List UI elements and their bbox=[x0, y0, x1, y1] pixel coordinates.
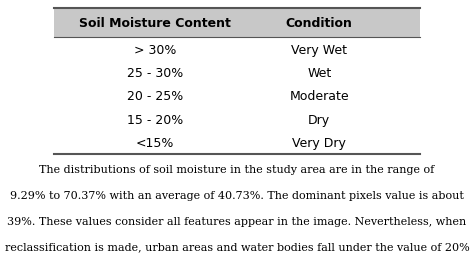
Bar bbox=[54, 9, 420, 38]
Text: 25 - 30%: 25 - 30% bbox=[127, 67, 183, 80]
Text: Very Wet: Very Wet bbox=[291, 43, 347, 56]
Text: Moderate: Moderate bbox=[290, 90, 349, 103]
Text: reclassification is made, urban areas and water bodies fall under the value of 2: reclassification is made, urban areas an… bbox=[5, 242, 469, 252]
Text: Condition: Condition bbox=[286, 17, 353, 30]
Text: Wet: Wet bbox=[307, 67, 331, 80]
Text: Very Dry: Very Dry bbox=[292, 136, 346, 149]
Text: The distributions of soil moisture in the study area are in the range of: The distributions of soil moisture in th… bbox=[39, 164, 435, 174]
Text: Dry: Dry bbox=[308, 113, 330, 126]
Text: 9.29% to 70.37% with an average of 40.73%. The dominant pixels value is about: 9.29% to 70.37% with an average of 40.73… bbox=[10, 190, 464, 200]
Text: 15 - 20%: 15 - 20% bbox=[127, 113, 183, 126]
Text: Soil Moisture Content: Soil Moisture Content bbox=[79, 17, 231, 30]
Text: <15%: <15% bbox=[136, 136, 174, 149]
Text: > 30%: > 30% bbox=[134, 43, 176, 56]
Text: 20 - 25%: 20 - 25% bbox=[127, 90, 183, 103]
Text: 39%. These values consider all features appear in the image. Nevertheless, when: 39%. These values consider all features … bbox=[8, 216, 466, 226]
